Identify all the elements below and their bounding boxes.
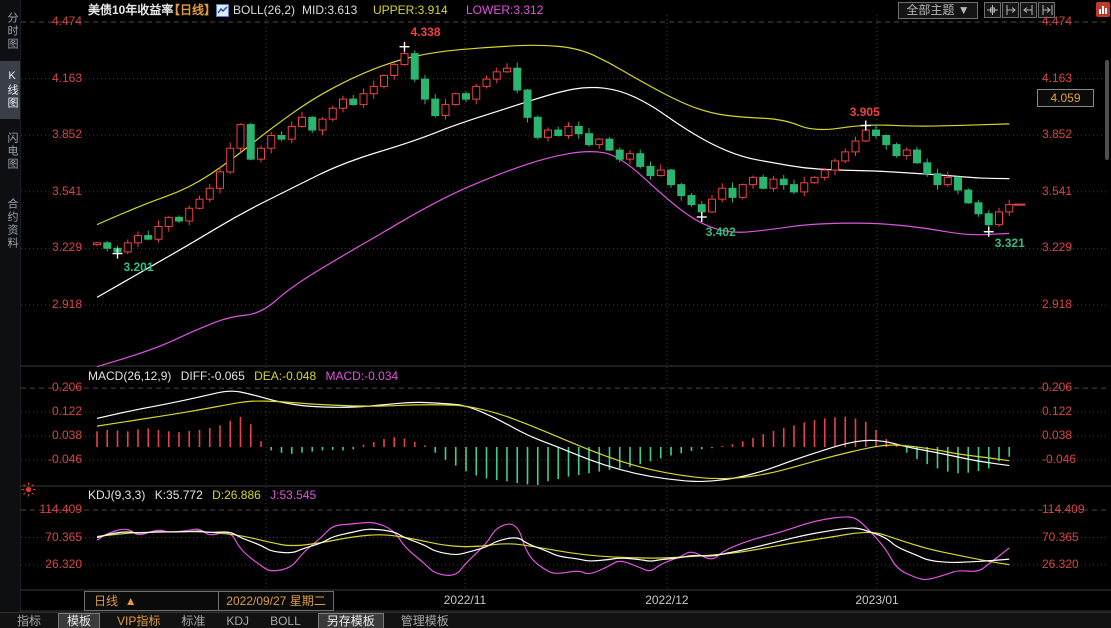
pane-expand-icon[interactable]: [1038, 2, 1055, 18]
macd-params-label: MACD(26,12,9): [88, 369, 172, 383]
x-axis-month-label: 2022/11: [443, 593, 487, 607]
axis-tick-label: -0.046: [1042, 452, 1077, 467]
scale-right-icon[interactable]: [1020, 2, 1037, 18]
kdj-params-label: KDJ(9,3,3): [88, 488, 146, 502]
crosshair-icon[interactable]: [984, 2, 1001, 18]
toolbar-item-标准[interactable]: 标准: [181, 614, 206, 628]
macd-diff-value: DIFF:-0.065: [180, 369, 245, 383]
boll-lower-value: LOWER:3.312: [466, 3, 544, 17]
toolbar-item-另存模板[interactable]: 另存模板: [317, 613, 384, 628]
left-sidebar: 分时图 K线图 闪电图 合约资料: [0, 0, 21, 628]
axis-tick-label: -0.046: [47, 452, 82, 467]
kdj-pane-header: KDJ(9,3,3) K:35.772 D:26.886 J:53.545: [88, 488, 322, 502]
period-selector[interactable]: 日线 ▲: [84, 591, 223, 611]
axis-tick-label: 2.918: [51, 297, 82, 312]
axis-tick-label: 3.541: [1042, 183, 1073, 198]
mini-chart-icon: [216, 4, 229, 17]
axis-tick-label: 3.541: [51, 183, 82, 198]
axis-tick-label: 4.474: [1042, 14, 1073, 28]
toolbar-item-KDJ[interactable]: KDJ: [226, 614, 250, 628]
axis-tick-label: 0.206: [1042, 380, 1073, 395]
macd-pane-header: MACD(26,12,9) DIFF:-0.065 DEA:-0.048 MAC…: [88, 369, 404, 383]
axis-tick-label: 4.163: [51, 70, 82, 85]
axis-tick-label: 0.122: [51, 404, 82, 419]
price-extreme-marker: 3.201: [123, 259, 154, 274]
toolbar-item-BOLL[interactable]: BOLL: [270, 614, 301, 628]
sidebar-tab-lightning[interactable]: 闪电图: [6, 131, 18, 171]
axis-tick-label: 4.474: [51, 14, 82, 28]
toolbar-item-模板[interactable]: 模板: [58, 613, 101, 628]
x-axis-month-label: 2022/12: [645, 593, 689, 607]
axis-tick-label: 0.206: [51, 380, 82, 395]
chevron-up-icon: ▲: [124, 594, 137, 608]
axis-tick-label: 0.038: [51, 428, 82, 443]
axis-tick-label: 0.038: [1042, 428, 1073, 443]
axis-tick-label: 3.229: [1042, 240, 1073, 255]
x-axis-month-label: 2023/01: [855, 593, 899, 607]
vertical-scrollbar-thumb[interactable]: [1105, 60, 1109, 160]
axis-tick-label: 0.122: [1042, 404, 1073, 419]
toolbar-item-VIP指标[interactable]: VIP指标: [117, 614, 161, 628]
sidebar-tab-kline[interactable]: K线图: [0, 61, 20, 119]
axis-tick-label: 3.852: [1042, 127, 1073, 142]
period-tag: 【日线】: [168, 3, 217, 17]
instrument-title: 美债10年收益率: [88, 3, 174, 17]
boll-mid-value: MID:3.613: [302, 3, 358, 17]
kdj-d-value: D:26.886: [212, 488, 261, 502]
kdj-j-value: J:53.545: [270, 488, 317, 502]
price-extreme-marker: 3.402: [705, 224, 736, 239]
axis-tick-label: 70.365: [1042, 529, 1079, 544]
bottom-toolbar: 指标 模板 VIP指标 标准 KDJ BOLL 另存模板 管理模板: [0, 612, 1111, 628]
right-axis-highlight-value: 4.059: [1037, 89, 1094, 107]
axis-tick-label: 3.852: [51, 127, 82, 142]
axis-tick-label: 114.409: [1042, 502, 1085, 516]
axis-tick-label: 2.918: [1042, 297, 1073, 312]
indicator-sun-icon[interactable]: [21, 482, 36, 497]
axis-tick-label: 26.320: [45, 557, 82, 571]
toolbar-item-管理模板[interactable]: 管理模板: [400, 614, 449, 628]
boll-params-label: BOLL(26,2): [233, 3, 296, 17]
sidebar-tab-timeshare[interactable]: 分时图: [6, 11, 18, 51]
first-visible-date: 2022/09/27 星期二: [218, 591, 334, 611]
axis-tick-label: 114.409: [39, 502, 83, 516]
price-extreme-marker: 3.321: [994, 235, 1025, 250]
price-extreme-marker: 4.338: [410, 24, 441, 39]
sidebar-tab-contract-info[interactable]: 合约资料: [6, 198, 18, 250]
axis-tick-label: 3.229: [51, 240, 82, 255]
macd-macd-value: MACD:-0.034: [325, 369, 399, 383]
boll-upper-value: UPPER:3.914: [373, 3, 448, 17]
macd-dea-value: DEA:-0.048: [254, 369, 317, 383]
axis-tick-label: 26.320: [1042, 557, 1079, 571]
kdj-k-value: K:35.772: [154, 488, 203, 502]
theme-dropdown[interactable]: 全部主题 ▼: [898, 2, 978, 19]
axis-tick-label: 70.365: [45, 529, 82, 544]
axis-tick-label: 4.163: [1042, 70, 1073, 85]
app-corner-icon[interactable]: [1096, 2, 1110, 17]
toolbar-item-指标[interactable]: 指标: [17, 614, 42, 628]
scale-left-icon[interactable]: [1002, 2, 1019, 18]
price-extreme-marker: 3.905: [849, 104, 880, 119]
